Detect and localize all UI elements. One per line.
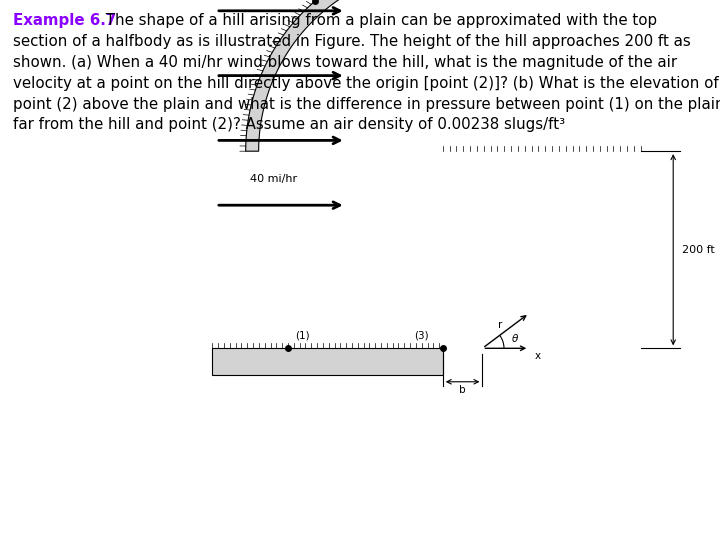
Text: shown. (a) When a 40 mi/hr wind blows toward the hill, what is the magnitude of : shown. (a) When a 40 mi/hr wind blows to… bbox=[13, 55, 677, 70]
Text: $\theta$: $\theta$ bbox=[511, 332, 519, 344]
Text: x: x bbox=[534, 351, 541, 361]
Text: (3): (3) bbox=[414, 330, 428, 340]
Text: 200 ft: 200 ft bbox=[682, 245, 714, 255]
Text: velocity at a point on the hill directly above the origin [point (2)]? (b) What : velocity at a point on the hill directly… bbox=[13, 76, 719, 91]
Polygon shape bbox=[246, 0, 641, 151]
Text: b: b bbox=[459, 384, 466, 395]
Text: The shape of a hill arising from a plain can be approximated with the top: The shape of a hill arising from a plain… bbox=[101, 14, 657, 29]
Text: 40 mi/hr: 40 mi/hr bbox=[250, 173, 297, 184]
Text: far from the hill and point (2)? Assume an air density of 0.00238 slugs/ft³: far from the hill and point (2)? Assume … bbox=[13, 117, 565, 132]
Text: Example 6.7: Example 6.7 bbox=[13, 14, 117, 29]
Polygon shape bbox=[212, 348, 443, 375]
Text: (1): (1) bbox=[295, 330, 310, 340]
Text: r: r bbox=[498, 320, 503, 330]
Text: point (2) above the plain and what is the difference in pressure between point (: point (2) above the plain and what is th… bbox=[13, 97, 720, 112]
Text: section of a halfbody as is illustrated in Figure. The height of the hill approa: section of a halfbody as is illustrated … bbox=[13, 35, 690, 49]
